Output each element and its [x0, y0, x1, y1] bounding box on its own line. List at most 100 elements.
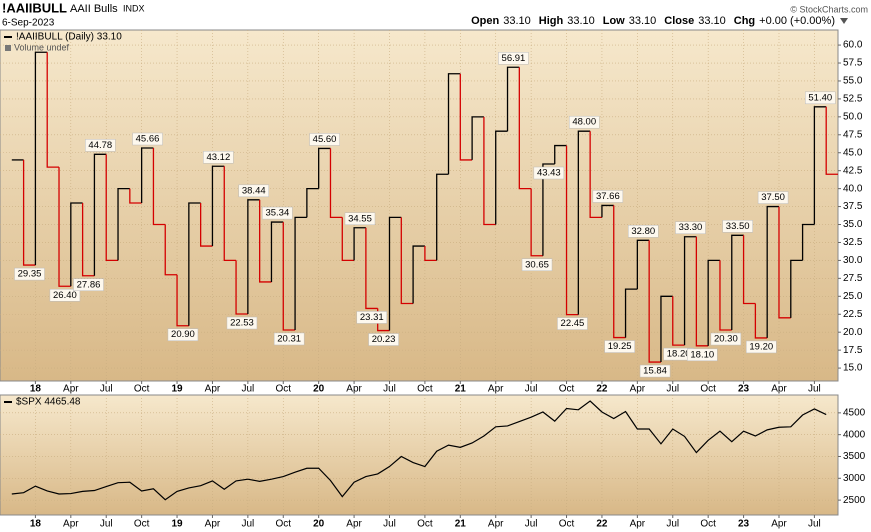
x-tick-label: Jul — [666, 384, 679, 395]
y-tick-label: 30.0 — [843, 255, 863, 266]
x-tick-label: 18 — [30, 384, 42, 395]
step-segment — [613, 205, 626, 339]
panel-background — [0, 394, 839, 516]
data-label: 29.35 — [18, 269, 42, 280]
label-box — [167, 328, 199, 341]
step-segment — [259, 199, 272, 283]
x-tick-label: 21 — [455, 519, 467, 530]
y-tick-label: 32.5 — [843, 237, 863, 248]
data-label: 18.20 — [667, 349, 691, 360]
x-tick-label: 18 — [30, 519, 42, 530]
label-box — [14, 267, 45, 281]
label-box — [628, 225, 659, 238]
label-box — [498, 52, 529, 65]
data-label: 45.66 — [136, 134, 160, 145]
data-label: 20.90 — [171, 329, 195, 340]
step-segment — [436, 173, 449, 261]
credit: © StockCharts.com — [790, 4, 868, 14]
label-box — [805, 91, 836, 105]
price-line — [11, 400, 827, 501]
step-segment — [34, 51, 48, 266]
label-box — [710, 332, 742, 346]
x-tick-label: 20 — [313, 384, 325, 395]
x-tick-label: Jul — [383, 384, 396, 395]
y-tick-label: 4500 — [843, 407, 866, 418]
step-segment — [105, 154, 119, 262]
step-segment — [152, 148, 166, 226]
step-segment — [353, 227, 366, 261]
x-tick-label: Jul — [525, 384, 538, 395]
step-segment — [388, 216, 402, 331]
x-tick-label: Apr — [63, 384, 79, 395]
step-segment — [624, 288, 638, 338]
label-box — [85, 139, 116, 152]
legend-note: Volume undef — [14, 42, 70, 52]
x-tick-label: Oct — [700, 384, 716, 395]
step-segment — [801, 223, 815, 261]
step-segment — [530, 188, 543, 257]
x-tick-label: Oct — [134, 519, 150, 530]
label-box — [226, 316, 258, 330]
x-tick-label: Jul — [666, 519, 679, 530]
label-box — [568, 115, 600, 129]
x-tick-label: Jul — [808, 384, 821, 395]
data-label: 45.60 — [313, 134, 337, 145]
step-segment — [306, 187, 319, 218]
label-box — [675, 221, 706, 234]
x-tick-label: Apr — [205, 384, 221, 395]
label-box — [592, 190, 624, 203]
quote-label: Low — [603, 15, 625, 27]
step-segment — [282, 222, 296, 331]
y-tick-label: 35.0 — [843, 219, 863, 230]
step-segment — [117, 187, 130, 261]
x-tick-label: Oct — [700, 519, 716, 530]
symbol: !AAIIBULL — [2, 0, 67, 15]
data-label: 27.86 — [77, 279, 101, 290]
y-tick-label: 15.0 — [843, 363, 863, 374]
quote-label: Close — [664, 15, 694, 27]
x-tick-label: 19 — [171, 384, 183, 395]
step-segment — [223, 166, 237, 262]
step-segment — [813, 106, 827, 225]
label-box — [533, 166, 565, 180]
y-tick-label: 20.0 — [843, 327, 863, 338]
x-tick-label: Apr — [630, 519, 646, 530]
label-box — [604, 340, 635, 353]
step-segment — [648, 240, 661, 363]
data-label: 48.00 — [572, 117, 596, 128]
label-box — [746, 340, 777, 354]
x-tick-label: Oct — [275, 519, 291, 530]
x-tick-label: Jul — [383, 519, 396, 530]
data-label: 26.40 — [53, 290, 77, 301]
step-segment — [565, 145, 579, 316]
date: 6-Sep-2023 — [2, 18, 55, 29]
x-tick-label: Oct — [559, 384, 575, 395]
step-segment — [577, 130, 591, 315]
legend-entry: !AAIIBULL (Daily) 33.10 — [16, 32, 122, 43]
step-segment — [140, 147, 154, 203]
y-tick-label: 25.0 — [843, 291, 863, 302]
step-segment — [176, 274, 189, 327]
step-segment — [459, 73, 473, 161]
x-tick-label: Apr — [771, 384, 787, 395]
x-tick-label: Apr — [346, 384, 362, 395]
step-segment — [365, 227, 378, 310]
data-label: 33.50 — [726, 221, 750, 232]
dropdown-icon[interactable] — [840, 18, 848, 24]
y-tick-label: 27.5 — [843, 273, 863, 284]
label-box — [73, 278, 104, 292]
quote-value: +0.00 (+0.00%) — [759, 15, 835, 27]
y-tick-label: 17.5 — [843, 345, 863, 356]
data-label: 51.40 — [808, 92, 832, 103]
data-label: 20.30 — [714, 334, 738, 345]
data-label: 22.53 — [230, 318, 254, 329]
data-label: 43.43 — [537, 168, 561, 179]
step-segment — [58, 167, 71, 287]
step-segment — [742, 235, 756, 305]
y-tick-label: 52.5 — [843, 94, 863, 105]
data-label: 37.66 — [596, 191, 620, 202]
step-segment — [211, 165, 225, 247]
x-tick-label: Jul — [525, 519, 538, 530]
data-label: 34.55 — [348, 213, 372, 224]
label-box — [368, 333, 399, 346]
